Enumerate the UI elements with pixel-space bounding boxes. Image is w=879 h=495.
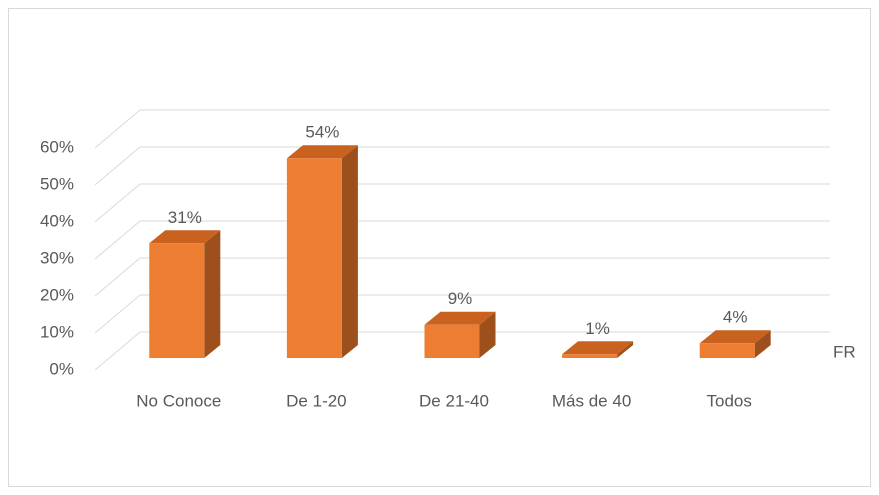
y-tick-label: 10% [40,322,74,341]
bar-front [424,324,480,358]
grid-line [94,183,830,223]
bar-top [286,145,358,159]
data-label: 4% [723,308,748,327]
bar-top [424,311,496,325]
grid-line [94,331,830,371]
data-label: 54% [305,123,339,142]
depth-label: FR [833,342,856,361]
y-tick-label: 60% [40,137,74,156]
bar-top [699,330,771,344]
bar-top [562,341,634,355]
x-tick-label: Todos [707,391,752,410]
x-tick-label: Más de 40 [552,391,631,410]
bar [286,145,358,358]
y-tick-label: 0% [49,359,74,378]
grid-line [94,257,830,297]
bar-side [479,311,496,358]
grid-line [94,294,830,334]
grid-line [94,109,830,149]
y-tick-label: 40% [40,211,74,230]
bar [149,230,221,358]
bar [562,341,634,358]
x-tick-label: No Conoce [136,391,221,410]
y-tick-label: 50% [40,174,74,193]
bar-front [562,354,618,358]
chart-border [8,8,871,487]
y-tick-label: 20% [40,285,74,304]
data-label: 9% [448,289,473,308]
y-tick-label: 30% [40,248,74,267]
bar-front [699,343,755,358]
bar [699,330,771,358]
bar-side [341,145,358,358]
bar-side [617,341,634,358]
grid-line [94,220,830,260]
data-label: 1% [585,319,610,338]
bar-front [149,243,205,358]
bar-front [286,158,342,358]
bar [424,311,496,358]
x-tick-label: De 21-40 [419,391,489,410]
bar-top [149,230,221,244]
x-tick-label: De 1-20 [286,391,346,410]
bar-side [204,230,221,358]
data-label: 31% [168,208,202,227]
bar-side [754,330,771,358]
grid-line [94,146,830,186]
